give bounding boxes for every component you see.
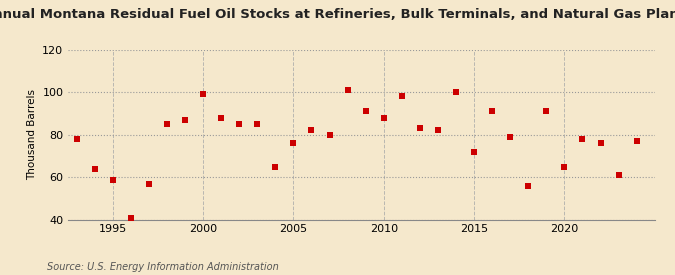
- Point: [89, 167, 100, 171]
- Point: [324, 133, 335, 137]
- Text: Source: U.S. Energy Information Administration: Source: U.S. Energy Information Administ…: [47, 262, 279, 272]
- Point: [143, 182, 154, 186]
- Point: [523, 184, 534, 188]
- Point: [252, 122, 263, 126]
- Point: [306, 128, 317, 133]
- Point: [360, 109, 371, 114]
- Text: Annual Montana Residual Fuel Oil Stocks at Refineries, Bulk Terminals, and Natur: Annual Montana Residual Fuel Oil Stocks …: [0, 8, 675, 21]
- Point: [559, 164, 570, 169]
- Point: [161, 122, 172, 126]
- Point: [126, 216, 136, 220]
- Point: [71, 137, 82, 141]
- Point: [577, 137, 588, 141]
- Point: [505, 135, 516, 139]
- Point: [414, 126, 425, 131]
- Point: [631, 139, 642, 143]
- Point: [468, 150, 479, 154]
- Point: [595, 141, 606, 145]
- Point: [451, 90, 462, 94]
- Y-axis label: Thousand Barrels: Thousand Barrels: [26, 89, 36, 180]
- Point: [541, 109, 551, 114]
- Point: [487, 109, 497, 114]
- Point: [378, 116, 389, 120]
- Point: [198, 92, 209, 97]
- Point: [433, 128, 443, 133]
- Point: [234, 122, 244, 126]
- Point: [613, 173, 624, 177]
- Point: [270, 164, 281, 169]
- Point: [396, 94, 407, 99]
- Point: [342, 88, 353, 92]
- Point: [216, 116, 227, 120]
- Point: [107, 177, 118, 182]
- Point: [180, 118, 190, 122]
- Point: [288, 141, 299, 145]
